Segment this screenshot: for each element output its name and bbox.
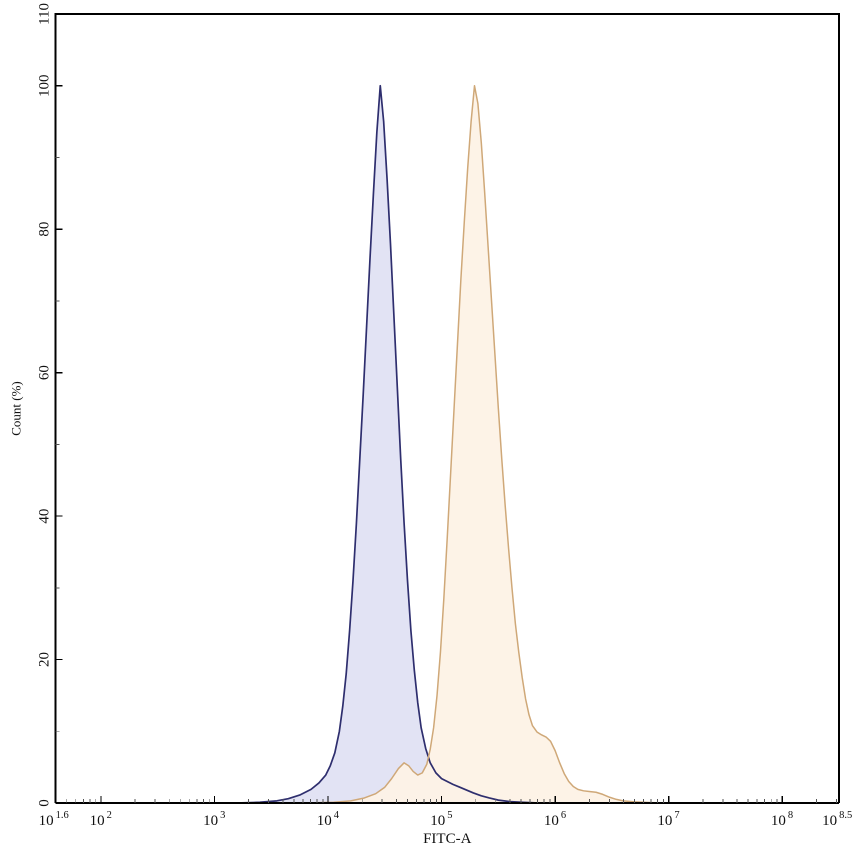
- x-tick-label: 10 8.5: [822, 810, 852, 829]
- x-tick-label: 10 8: [771, 810, 793, 829]
- tick-marks-layer: [54, 13, 840, 804]
- x-tick-label-exponent: 4: [334, 810, 340, 821]
- x-tick-label-base: 10: [771, 813, 786, 829]
- y-tick-label: 40: [37, 509, 53, 524]
- x-tick-label-exponent: 7: [674, 810, 679, 821]
- series-outline-stained-population: [55, 84, 839, 804]
- series-outline-control-population: [55, 84, 839, 804]
- x-tick-label-exponent: 8.5: [839, 810, 852, 821]
- axis-layer: [54, 13, 840, 804]
- x-tick-label-base: 10: [822, 813, 837, 829]
- x-tick-label-exponent: 5: [447, 810, 452, 821]
- x-tick-label-exponent: 6: [561, 810, 566, 821]
- x-tick-label-exponent: 1.6: [56, 810, 69, 821]
- x-tick-label-base: 10: [39, 813, 54, 829]
- x-tick-label-base: 10: [544, 813, 559, 829]
- x-tick-label-exponent: 3: [220, 810, 225, 821]
- x-tick-label-base: 10: [317, 813, 332, 829]
- axis-titles-layer: FITC-A Count (%): [9, 381, 472, 847]
- x-tick-label: 10 5: [430, 810, 452, 829]
- x-tick-label-base: 10: [657, 813, 672, 829]
- y-tick-label: 20: [37, 652, 53, 667]
- series-layer: [55, 84, 839, 804]
- x-tick-label-base: 10: [430, 813, 445, 829]
- x-tick-label: 10 6: [544, 810, 566, 829]
- x-tick-label: 10 1.6: [39, 810, 69, 829]
- x-tick-label: 10 3: [203, 810, 225, 829]
- x-tick-label: 10 7: [657, 810, 679, 829]
- y-axis-title: Count (%): [9, 381, 24, 436]
- x-tick-label: 10 2: [90, 810, 112, 829]
- series-area-stained-population: [55, 85, 839, 804]
- plot-frame: [54, 13, 840, 803]
- x-tick-label: 10 4: [317, 810, 340, 829]
- y-tick-label: 100: [37, 74, 53, 97]
- x-tick-label-exponent: 8: [788, 810, 793, 821]
- y-tick-label: 80: [37, 222, 53, 237]
- x-tick-label-exponent: 2: [107, 810, 112, 821]
- y-tick-label: 0: [37, 799, 53, 807]
- x-tick-label-base: 10: [90, 813, 105, 829]
- y-axis-tick-labels: 0 20 40 60 80 100 110: [37, 3, 53, 807]
- x-tick-label-base: 10: [203, 813, 218, 829]
- y-tick-label: 110: [37, 3, 53, 25]
- x-axis-title: FITC-A: [423, 831, 472, 847]
- x-axis-tick-labels: 10 1.6 10 2 10 3 10 4 10 5 10 6 10 7 10 8 10 8.5: [39, 810, 853, 829]
- y-tick-label: 60: [37, 365, 53, 380]
